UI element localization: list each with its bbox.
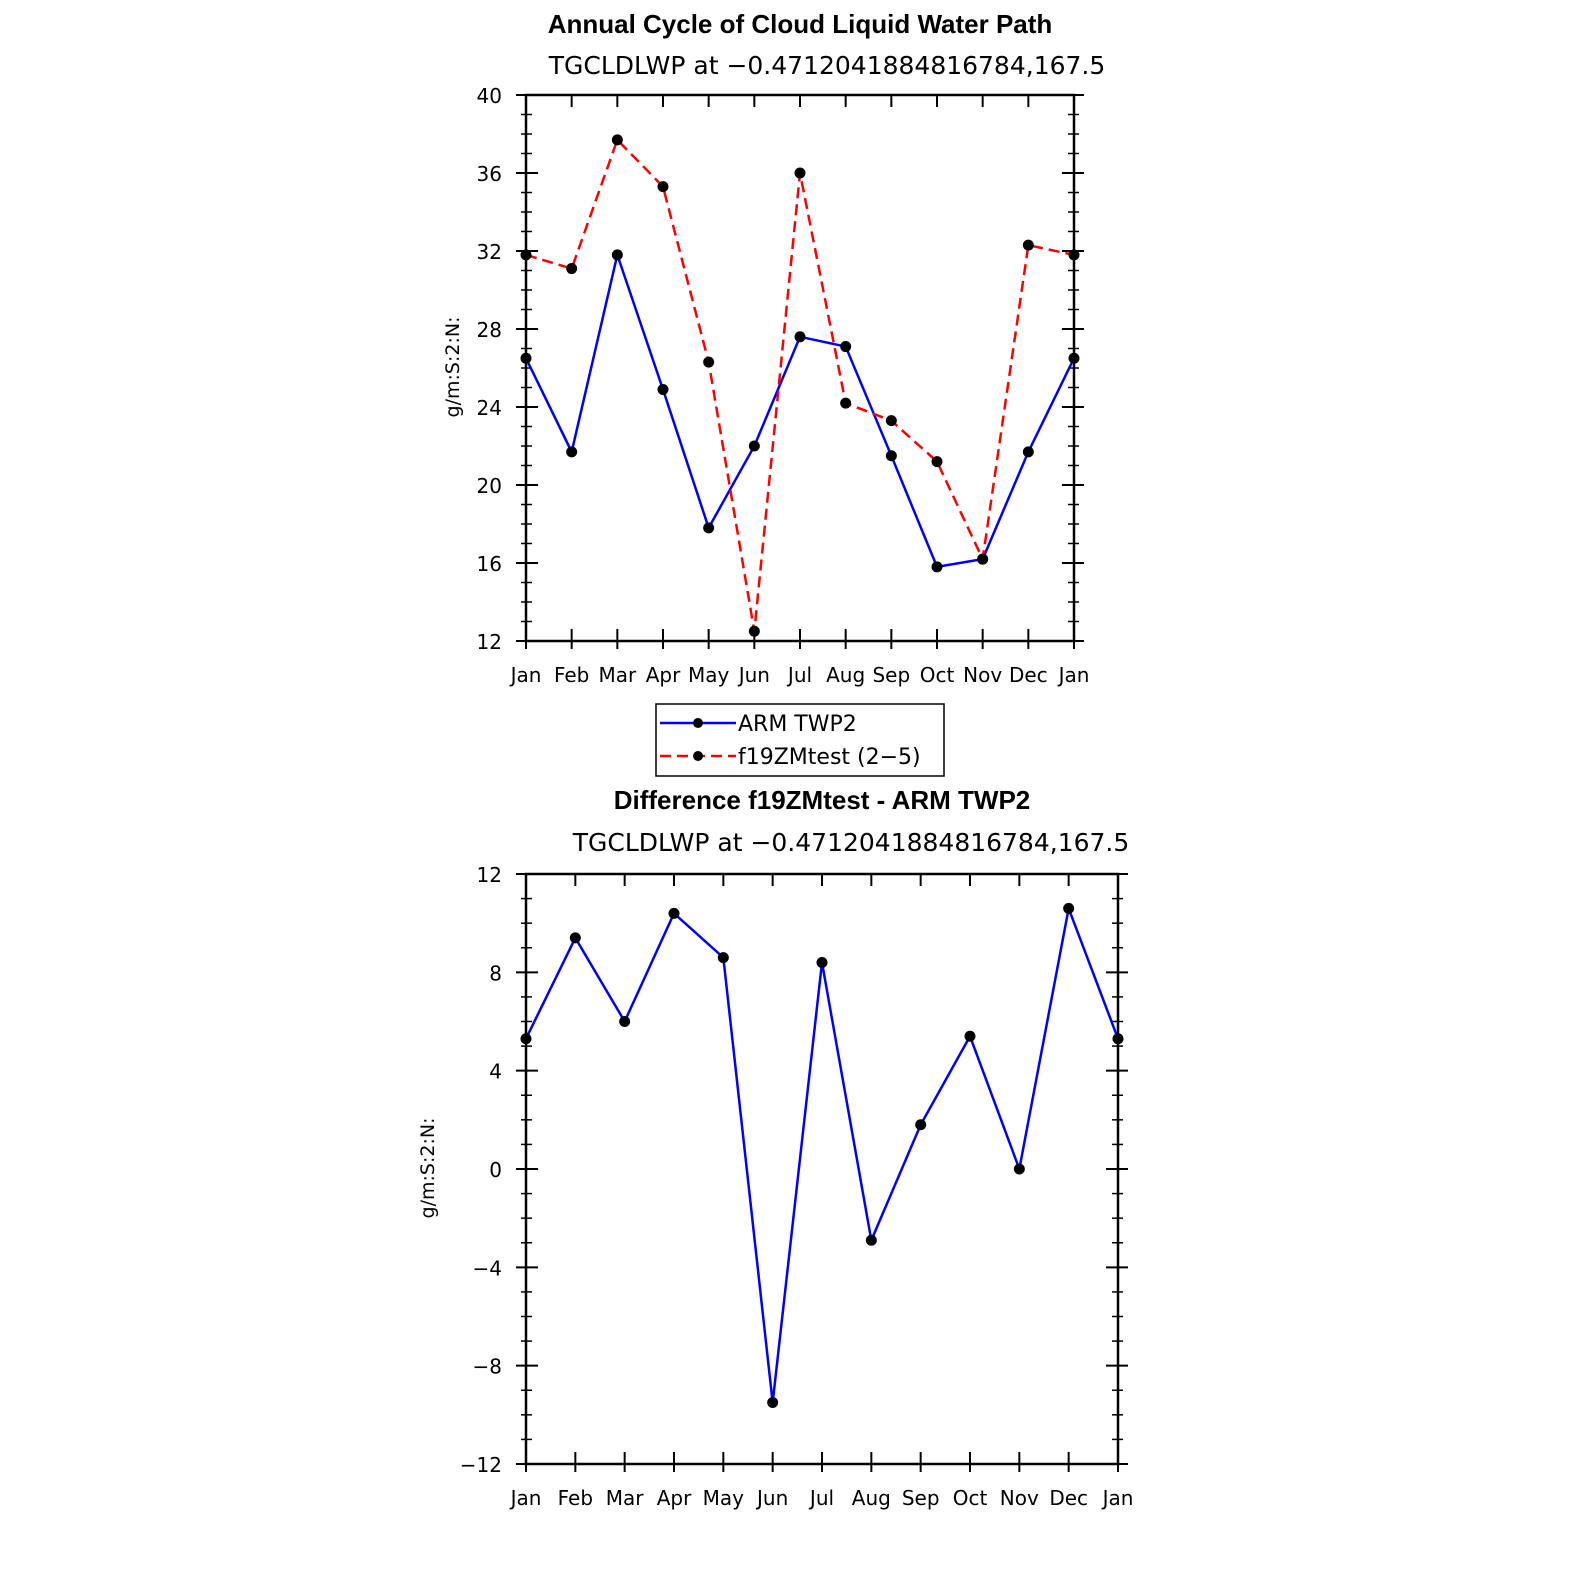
chart2-xtick-label-jan: Jan — [1101, 1486, 1134, 1510]
chart2-series-line-0 — [524, 903, 1120, 1403]
chart1-ytick-label-12: 12 — [477, 630, 502, 654]
chart2-xtick-label-oct: Oct — [953, 1486, 988, 1510]
chart1-legend: ARM TWP2 f19ZMtest (2−5) — [655, 703, 945, 777]
chart2-series-0-point-10 — [1013, 1163, 1025, 1175]
chart2-ytick-label-8: −8 — [473, 1355, 502, 1379]
chart2-series-0-point-4 — [717, 952, 729, 964]
chart1-series-line-0 — [524, 250, 1076, 569]
chart1-series-1-point-3 — [657, 181, 669, 193]
chart2-ytick-label-12: 12 — [477, 863, 502, 887]
chart1-ticks: Jan Feb Mar Apr May Jun Jul Aug Sep Oct Nov Dec Jan 1… — [477, 84, 1090, 687]
chart1-y-axis-label: g/m:S:2:N: — [442, 317, 464, 418]
chart1-series-0-point-7 — [840, 341, 852, 353]
annual-cycle-chart: Annual Cycle of Cloud Liquid Water Path … — [442, 9, 1105, 687]
chart2-xtick-label-may: May — [703, 1486, 745, 1510]
chart2-xtick-label-feb: Feb — [558, 1486, 593, 1510]
chart2-series-0-point-11 — [1063, 902, 1075, 914]
chart2-ytick-label-8: 8 — [489, 961, 502, 985]
chart1-series — [520, 134, 1080, 637]
chart2-series-0-point-9 — [964, 1030, 976, 1042]
chart2-xtick-label-apr: Apr — [657, 1486, 692, 1510]
chart1-series-1-point-8 — [885, 415, 897, 427]
chart2-xtick-label-jan: Jan — [509, 1486, 542, 1510]
chart2-series-0-point-1 — [569, 932, 581, 944]
chart1-plot-frame — [524, 93, 1076, 643]
chart2-series-0-point-8 — [915, 1119, 927, 1131]
chart2-xtick-label-jun: Jun — [755, 1486, 788, 1510]
chart1-ytick-label-16: 16 — [477, 552, 502, 576]
chart1-series-1-point-9 — [931, 456, 943, 468]
chart1-series-1-point-4 — [703, 356, 715, 368]
chart1-series-0-point-6 — [794, 331, 806, 343]
chart1-series-0-point-2 — [611, 249, 623, 261]
chart1-ytick-label-32: 32 — [477, 240, 502, 264]
chart1-xtick-label-jan: Jan — [1057, 663, 1090, 687]
chart1-xtick-label-mar: Mar — [598, 663, 637, 687]
chart1-xtick-label-nov: Nov — [963, 663, 1002, 687]
chart1-series-1-point-10 — [977, 553, 989, 565]
chart1-xtick-label-aug: Aug — [826, 663, 865, 687]
chart2-series-0-point-7 — [865, 1234, 877, 1246]
chart1-ytick-label-24: 24 — [477, 396, 502, 420]
chart1-xtick-label-may: May — [688, 663, 730, 687]
legend-marker-arm-twp2 — [693, 718, 703, 728]
chart2-xtick-label-nov: Nov — [1000, 1486, 1039, 1510]
chart1-series-0-point-8 — [885, 450, 897, 462]
chart1-xtick-label-jun: Jun — [737, 663, 770, 687]
legend-label-arm-twp2: ARM TWP2 — [738, 712, 857, 737]
chart1-title: Annual Cycle of Cloud Liquid Water Path — [548, 9, 1053, 39]
chart1-xtick-label-jan: Jan — [509, 663, 542, 687]
legend-label-f19zmtest: f19ZMtest (2−5) — [738, 745, 921, 770]
chart2-series-0-point-3 — [668, 907, 680, 919]
chart2-y-axis-label: g/m:S:2:N: — [417, 1118, 439, 1219]
chart1-xtick-label-feb: Feb — [554, 663, 589, 687]
chart2-title: Difference f19ZMtest - ARM TWP2 — [614, 785, 1031, 815]
chart2-ytick-label-0: 0 — [489, 1158, 502, 1182]
chart2-series-0-point-2 — [619, 1016, 631, 1027]
legend-marker-f19zmtest — [693, 751, 703, 761]
chart2-ytick-label-12: −12 — [460, 1453, 502, 1477]
chart1-series-0-point-1 — [566, 446, 578, 458]
chart2-xtick-label-aug: Aug — [852, 1486, 891, 1510]
chart1-series-0-point-9 — [931, 561, 943, 573]
chart2-ytick-label-4: 4 — [489, 1060, 502, 1084]
chart1-xtick-label-jul: Jul — [786, 663, 812, 687]
chart1-xtick-label-oct: Oct — [920, 663, 955, 687]
chart1-ytick-label-40: 40 — [477, 84, 502, 108]
chart1-series-0-point-5 — [748, 440, 760, 452]
chart2-series-0-point-6 — [816, 957, 828, 968]
chart1-xtick-label-sep: Sep — [872, 663, 910, 687]
chart1-xtick-label-apr: Apr — [646, 663, 681, 687]
chart1-series-1-point-11 — [1022, 239, 1034, 251]
chart1-series-1-point-6 — [794, 167, 806, 179]
chart2-subtitle: TGCLDLWP at −0.4712041884816784,167.5 — [572, 828, 1130, 857]
legend-box — [655, 703, 945, 777]
chart2-series — [520, 902, 1124, 1409]
chart2-xtick-label-jul: Jul — [808, 1486, 834, 1510]
chart2-xtick-label-sep: Sep — [902, 1486, 940, 1510]
chart1-series-1-point-7 — [840, 397, 852, 409]
chart1-ytick-label-28: 28 — [477, 318, 502, 342]
chart1-ytick-label-36: 36 — [477, 162, 502, 186]
difference-chart: Difference f19ZMtest - ARM TWP2 TGCLDLWP… — [417, 785, 1133, 1510]
chart2-plot-frame — [524, 872, 1120, 1466]
chart1-subtitle: TGCLDLWP at −0.4712041884816784,167.5 — [548, 51, 1106, 80]
chart2-xtick-label-mar: Mar — [606, 1486, 645, 1510]
chart1-ytick-label-20: 20 — [477, 474, 502, 498]
chart1-series-line-1 — [525, 137, 1075, 632]
chart1-series-0-point-11 — [1022, 446, 1034, 458]
chart1-series-0-point-3 — [657, 383, 669, 395]
chart2-ytick-label-4: −4 — [473, 1256, 502, 1280]
chart2-series-0-point-5 — [767, 1397, 779, 1409]
chart2-xtick-label-dec: Dec — [1049, 1486, 1088, 1510]
chart1-series-1-point-5 — [748, 625, 760, 637]
chart1-series-0-point-4 — [703, 522, 715, 534]
chart1-xtick-label-dec: Dec — [1009, 663, 1048, 687]
chart1-series-1-point-1 — [566, 263, 578, 275]
chart1-series-1-point-2 — [611, 134, 623, 146]
